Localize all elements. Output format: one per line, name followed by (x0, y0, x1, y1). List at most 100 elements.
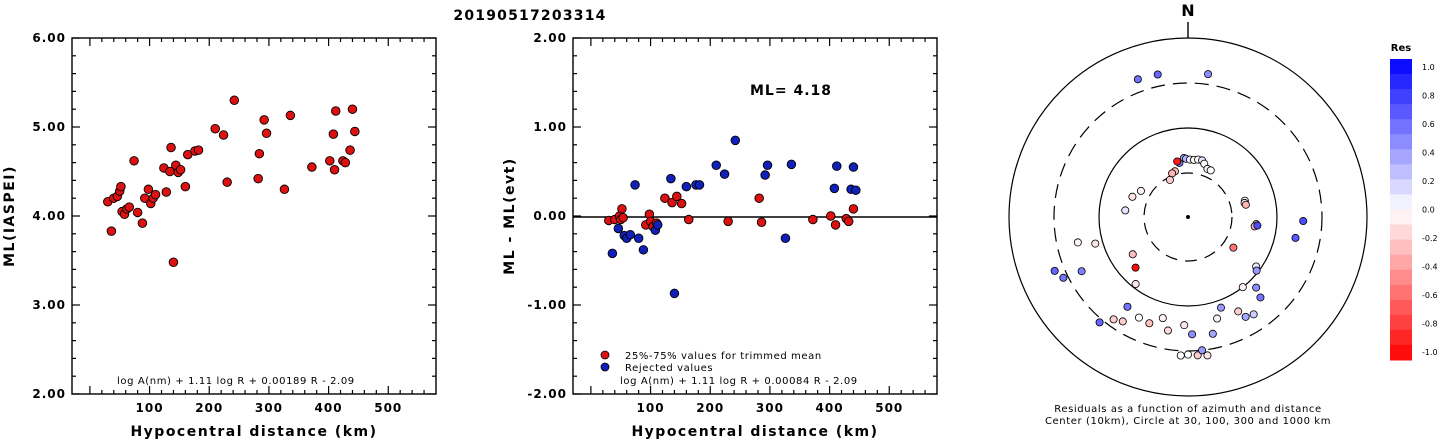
panel-azimuth-map: N Residuals as a function of azimuth and… (1008, 1, 1368, 427)
colorbar-cell (1390, 104, 1412, 120)
x-tick-label: 300 (756, 401, 784, 415)
x-axis-label: Hypocentral distance (km) (631, 424, 878, 440)
data-point (124, 202, 135, 212)
colorbar-tick-label: -0.2 (1422, 234, 1437, 243)
colorbar-tick-label: 0.6 (1422, 120, 1435, 129)
legend-rejected-label: Rejected values (625, 363, 713, 374)
station-point (1299, 217, 1308, 226)
data-point (719, 169, 730, 179)
station-point (1204, 70, 1213, 79)
data-point (660, 193, 670, 203)
data-point (681, 181, 692, 192)
station-point (1198, 346, 1207, 355)
data-point (193, 145, 204, 155)
data-point (780, 233, 791, 243)
station-point (1208, 329, 1217, 338)
colorbar-cell (1390, 239, 1412, 256)
ring-30km (1143, 172, 1233, 262)
chart-title: 20190517203314 (453, 8, 607, 24)
data-point (613, 223, 624, 234)
station-point (1180, 321, 1189, 330)
data-point (843, 216, 854, 227)
station-point (1121, 206, 1130, 215)
data-point (617, 204, 627, 214)
station-point (1118, 317, 1127, 326)
data-point (132, 207, 143, 218)
data-point (331, 106, 341, 116)
data-point (325, 156, 335, 166)
station-point (1241, 200, 1250, 209)
station-point (1123, 302, 1132, 311)
station-point (1109, 315, 1118, 324)
station-point (1165, 175, 1174, 184)
colorbar-cell (1390, 314, 1412, 331)
station-point (1252, 283, 1261, 292)
data-point (285, 110, 296, 121)
data-point (848, 162, 859, 172)
data-point (669, 288, 680, 299)
residual-colorbar: Res 1.0 0.8 0.6 0.4 0.2 0.0 -0.2 -0.4 -0.6 -0.8 -1… (1390, 43, 1437, 361)
data-point (730, 135, 741, 146)
station-point (1145, 319, 1154, 328)
ring-100km (1098, 127, 1278, 307)
data-point (150, 189, 161, 200)
data-point (175, 164, 186, 175)
data-point (684, 214, 694, 225)
legend-accepted-marker (600, 350, 610, 360)
y-axis-label: ML - ML(evt) (502, 157, 518, 274)
y-tick-label: -2.00 (527, 387, 567, 401)
data-point (345, 145, 355, 155)
x-tick-label: 500 (374, 401, 402, 415)
data-point (166, 142, 176, 153)
station-point (1216, 303, 1225, 312)
station-points (1050, 70, 1308, 360)
caption-line-2: Center (10km), Circle at 30, 100, 300 an… (1045, 416, 1331, 427)
data-point (161, 187, 172, 197)
data-point (832, 161, 842, 171)
station-point (1213, 314, 1222, 323)
colorbar-cell (1390, 344, 1412, 361)
data-points (604, 135, 861, 299)
station-point (1188, 330, 1197, 339)
station-point (1238, 283, 1247, 292)
data-point (829, 183, 840, 194)
colorbar-tick-label: -0.8 (1422, 320, 1437, 329)
x-axis-label: Hypocentral distance (km) (130, 424, 377, 440)
station-point (1229, 243, 1238, 252)
x-tick-labels: 100 200 300 400 500 (637, 401, 903, 415)
y-tick-label: 6.00 (32, 31, 66, 45)
data-points (103, 95, 360, 268)
colorbar-tick-label: 0.2 (1422, 177, 1435, 186)
data-point (279, 184, 290, 195)
data-point (760, 170, 770, 180)
colorbar-tick-label: -0.6 (1422, 291, 1437, 300)
colorbar-cell (1390, 89, 1412, 105)
y-tick-label: 1.00 (533, 120, 567, 134)
ring-1000km (1008, 37, 1368, 397)
data-point (786, 159, 797, 170)
x-tick-labels: 100 200 300 400 500 (136, 401, 402, 415)
data-point (116, 181, 126, 192)
ml-value-label: ML= 4.18 (750, 83, 832, 99)
y-tick-label: 5.00 (32, 120, 66, 134)
data-point (676, 198, 687, 209)
tick-marks (72, 37, 436, 395)
data-point (180, 181, 191, 192)
y-tick-label: 3.00 (32, 298, 66, 312)
colorbar-cell (1390, 299, 1412, 316)
x-tick-label: 200 (696, 401, 724, 415)
data-point (607, 248, 618, 259)
data-point (826, 211, 836, 221)
data-point (222, 177, 232, 187)
y-tick-labels: -2.00 -1.00 0.00 1.00 2.00 (527, 31, 567, 401)
y-tick-label: 2.00 (32, 387, 66, 401)
station-point (1131, 263, 1140, 272)
colorbar-tick-label: 1.0 (1422, 63, 1435, 72)
colorbar-cell (1390, 74, 1412, 90)
data-point (143, 184, 154, 195)
tick-marks (573, 37, 937, 395)
data-point (259, 115, 269, 125)
data-point (667, 197, 677, 208)
station-point (1168, 169, 1177, 178)
station-point (1163, 326, 1172, 335)
